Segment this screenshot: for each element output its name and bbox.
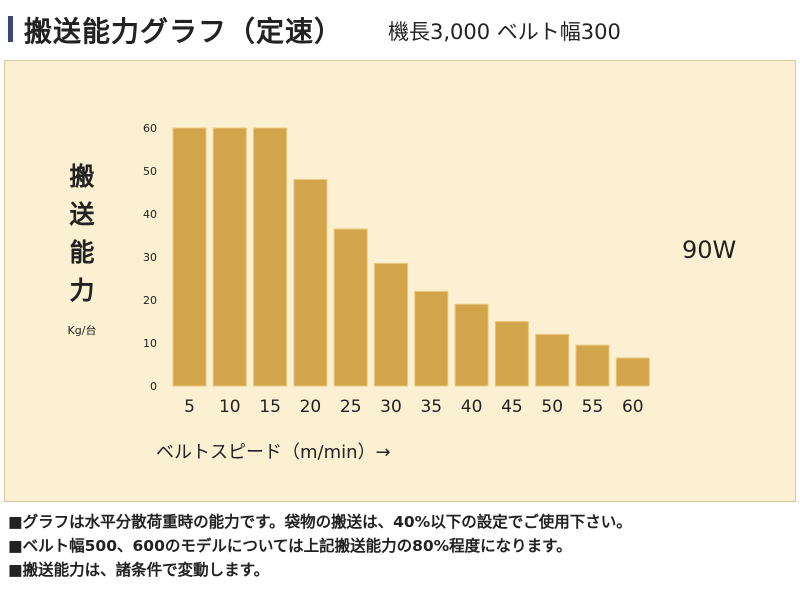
x-tick-label: 20 [300, 397, 322, 417]
notes: ■グラフは水平分散荷重時の能力です。袋物の搬送は、40%以下の設定でご使用下さい… [8, 510, 798, 582]
note-line: ■搬送能力は、諸条件で変動します。 [8, 561, 270, 579]
y-axis-label-char: 送 [69, 200, 95, 229]
bar [494, 321, 529, 387]
y-axis-label: 搬 送 能 力 [62, 158, 102, 310]
header: 搬送能力グラフ（定速） 機長3,000 ベルト幅300 [0, 0, 800, 58]
y-tick-label: 50 [143, 165, 157, 178]
y-axis-label-char: 力 [69, 276, 95, 305]
page-subtitle: 機長3,000 ベルト幅300 [388, 20, 621, 44]
note-line: ■ベルト幅500、600のモデルについては上記搬送能力の80%程度になります。 [8, 537, 572, 555]
y-axis-label-char: 能 [69, 238, 95, 267]
bar [615, 357, 650, 387]
bar [414, 290, 449, 387]
x-tick-label: 55 [582, 397, 604, 417]
bar [293, 179, 328, 387]
y-tick-label: 0 [150, 380, 157, 393]
bar [374, 262, 408, 387]
x-tick-label: 30 [380, 397, 402, 417]
bar [454, 303, 489, 387]
y-tick-label: 20 [143, 294, 157, 307]
y-axis-unit: Kg/台 [67, 324, 97, 337]
y-axis-label-char: 搬 [69, 162, 95, 191]
bar [575, 344, 610, 387]
x-tick-label: 15 [259, 397, 281, 417]
bar [212, 127, 247, 387]
bar [253, 127, 288, 387]
x-tick-label: 45 [501, 397, 523, 417]
y-tick-label: 60 [143, 122, 157, 135]
y-tick-label: 40 [143, 208, 157, 221]
note-line: ■グラフは水平分散荷重時の能力です。袋物の搬送は、40%以下の設定でご使用下さい… [8, 513, 632, 531]
x-tick-label: 35 [420, 397, 442, 417]
x-tick-label: 40 [461, 397, 483, 417]
y-tick-label: 30 [143, 251, 157, 264]
bar [172, 127, 207, 387]
header-accent-bar [8, 16, 13, 42]
x-tick-label: 5 [184, 397, 195, 417]
y-tick-label: 10 [143, 337, 157, 350]
bar [535, 333, 570, 387]
bar [333, 228, 368, 387]
motor-power-annotation: 90W [682, 236, 737, 264]
x-tick-label: 10 [219, 397, 241, 417]
page-title: 搬送能力グラフ（定速） [24, 15, 344, 48]
x-tick-label: 50 [541, 397, 563, 417]
x-axis-label: ベルトスピード（m/min）→ [156, 442, 391, 463]
x-tick-label: 25 [340, 397, 362, 417]
x-tick-label: 60 [622, 397, 644, 417]
